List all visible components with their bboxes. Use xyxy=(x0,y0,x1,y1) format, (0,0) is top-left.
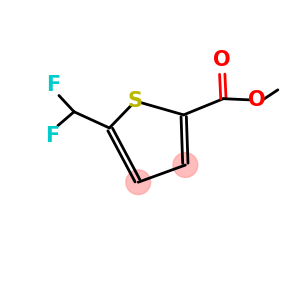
Text: F: F xyxy=(45,126,59,146)
Circle shape xyxy=(126,170,151,195)
Text: O: O xyxy=(213,50,231,70)
Circle shape xyxy=(173,153,198,177)
Text: O: O xyxy=(248,90,266,110)
Text: F: F xyxy=(46,75,61,95)
Text: S: S xyxy=(128,91,143,111)
